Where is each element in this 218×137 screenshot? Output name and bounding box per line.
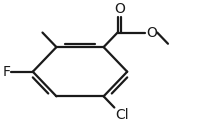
Text: O: O — [146, 25, 157, 40]
Text: O: O — [114, 2, 125, 16]
Text: Cl: Cl — [115, 108, 129, 122]
Text: F: F — [2, 65, 10, 79]
